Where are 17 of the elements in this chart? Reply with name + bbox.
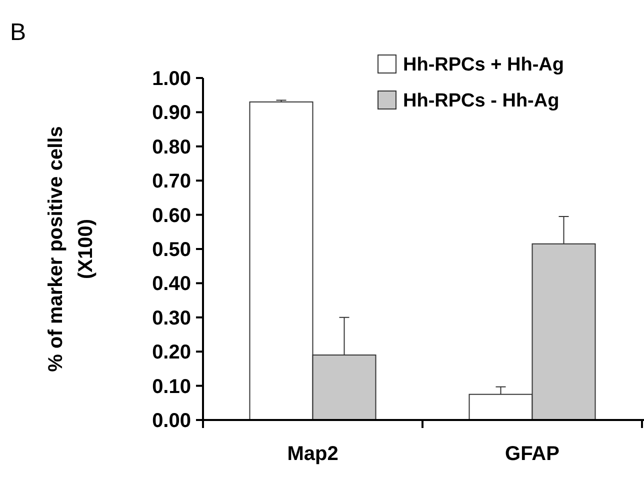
y-tick-label: 0.70 (152, 170, 191, 193)
y-tick-label: 0.50 (152, 239, 191, 261)
y-tick-label: 0.60 (152, 204, 191, 227)
legend-label: Hh-RPCs + Hh-Ag (403, 54, 564, 76)
y-tick-label: 0.40 (152, 273, 191, 296)
y-axis-title: % of marker positive cells (X100) (45, 126, 97, 372)
y-tick-label: 1.00 (152, 68, 191, 90)
x-tick-label: GFAP (505, 443, 560, 465)
text: B (10, 19, 26, 46)
y-tick-label: 0.20 (152, 342, 191, 364)
x-tick-label: Map2 (287, 443, 338, 465)
legend-label: Hh-RPCs - Hh-Ag (403, 90, 560, 112)
y-tick-label: 0.30 (152, 307, 191, 330)
y-tick-label: 0.90 (152, 102, 191, 124)
y-tick-label: 0.10 (152, 376, 191, 398)
y-tick-label: 0.80 (152, 136, 191, 158)
y-tick-label: 0.00 (152, 410, 191, 432)
